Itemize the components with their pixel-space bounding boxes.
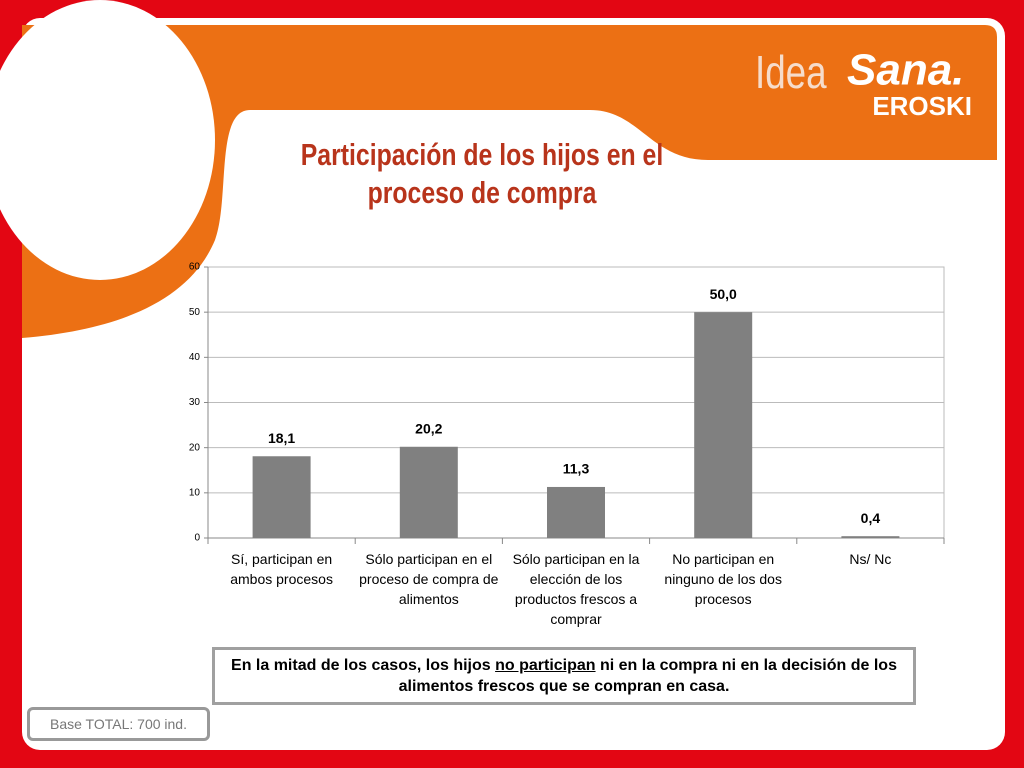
value-label: 18,1 [268,430,295,446]
logo-brand: EROSKI [872,91,972,121]
value-label: 11,3 [563,461,590,477]
x-tick-label: Sí, participan en ambos procesos [230,551,333,587]
orange-band [22,25,997,338]
logo-idea: Idea [755,46,827,98]
bar [252,456,311,538]
y-tick-label: 10 [189,487,201,498]
y-tick-label: 20 [189,442,201,453]
note: En la mitad de los casos, los hijos no p… [212,647,916,705]
note-text: En la mitad de los casos, los hijos [231,657,496,674]
note-text: ni en la compra ni en la decisión de los… [398,657,897,695]
value-label: 50,0 [710,286,737,302]
x-tick-label: Sólo participan en el proceso de compra … [359,551,499,607]
plot: 0 10 20 30 40 50 60 18,1 20,2 11,3 50,0 0,4 [189,262,945,544]
slide-number: 21 [50,39,64,54]
note-emphasis: no participan [495,657,596,674]
value-label: 0,4 [861,510,881,526]
chart-title: Participación de los hijos en el proceso… [300,137,664,210]
x-tick-label: Ns/ Nc [849,551,892,567]
logo-sana: Sana. [847,46,964,95]
y-tick-label: 40 [189,352,201,363]
bar [399,446,458,538]
x-tick-label: Sólo participan en la elección de los pr… [512,551,640,627]
y-tick-label: 60 [189,262,201,273]
x-tick-label: No participan en ninguno de los dos proc… [664,551,782,607]
y-tick-label: 0 [194,533,200,544]
y-tick-label: 30 [189,397,201,408]
base-note: Base TOTAL: 700 ind. [27,707,210,741]
bar [547,486,605,538]
y-tick-label: 50 [189,307,201,318]
value-label: 20,2 [415,420,442,436]
bar [694,312,753,538]
bar [841,536,900,538]
orange-hole [0,0,215,280]
